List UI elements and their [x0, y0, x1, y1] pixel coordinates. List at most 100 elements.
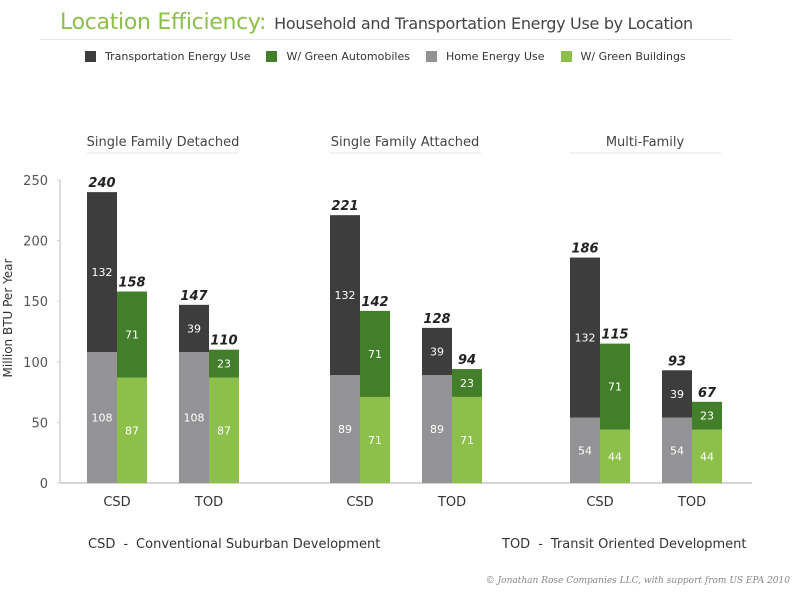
data-label-transportation: 132 — [575, 332, 596, 345]
legend-item-green-buildings: W/ Green Buildings — [560, 50, 686, 63]
legend-label: Home Energy Use — [445, 50, 545, 63]
data-label-green-buildings: 87 — [125, 424, 139, 437]
data-label-transportation: 39 — [670, 388, 684, 401]
x-tick-label: TOD — [677, 495, 706, 510]
data-label-home-energy: 89 — [338, 423, 352, 436]
x-tick-label: TOD — [437, 495, 466, 510]
legend-label: W/ Green Buildings — [580, 50, 686, 63]
x-tick-label: CSD — [346, 495, 373, 510]
data-label-green-automobiles: 71 — [368, 348, 382, 361]
data-label-home-energy: 54 — [578, 444, 592, 457]
data-label-total: 240 — [88, 176, 115, 191]
data-label-total: 147 — [180, 289, 208, 304]
data-label-green-total: 142 — [361, 295, 388, 310]
legend-label: W/ Green Automobiles — [286, 50, 410, 63]
data-label-total: 186 — [571, 242, 598, 257]
bar-segment-transportation — [662, 370, 692, 418]
data-label-total: 93 — [668, 354, 686, 369]
data-label-transportation: 132 — [92, 266, 113, 279]
legend-item-transportation: Transportation Energy Use — [85, 50, 250, 63]
data-label-green-total: 94 — [458, 353, 476, 368]
bar-segment-green-automobiles — [117, 291, 147, 378]
bar-segment-home-energy — [330, 375, 360, 483]
x-tick-label: CSD — [586, 495, 613, 510]
bar-segment-home-energy — [179, 352, 209, 483]
y-tick-label: 100 — [23, 356, 48, 371]
bar-segment-green-buildings — [692, 429, 722, 483]
x-tick-label: TOD — [194, 495, 223, 510]
y-tick-label: 150 — [23, 295, 48, 310]
bar-segment-green-automobiles — [209, 349, 239, 378]
data-label-green-buildings: 44 — [700, 450, 714, 463]
bar-segment-green-buildings — [452, 396, 482, 483]
data-label-home-energy: 108 — [184, 412, 205, 425]
footnote-csd: CSD - Conventional Suburban Development — [88, 537, 380, 552]
data-label-green-automobiles: 23 — [217, 358, 231, 371]
footnote-tod-text: Transit Oriented Development — [550, 537, 747, 552]
footnote-csd-text: Conventional Suburban Development — [136, 537, 381, 552]
bar-segment-transportation — [179, 304, 209, 353]
data-label-green-buildings: 71 — [368, 434, 382, 447]
x-tick-label: CSD — [103, 495, 130, 510]
bar-segment-transportation — [422, 327, 452, 376]
y-axis-label: Million BTU Per Year — [1, 258, 15, 377]
data-label-green-buildings: 44 — [608, 450, 622, 463]
bar-segment-transportation — [330, 215, 360, 376]
footnote-tod-abbr: TOD — [502, 537, 531, 552]
bar-segment-green-automobiles — [452, 369, 482, 397]
bar-segment-home-energy — [87, 352, 117, 483]
footnote-csd-dash: - — [123, 537, 129, 552]
bar-segment-green-automobiles — [692, 401, 722, 430]
bar-segment-transportation — [87, 192, 117, 353]
footnote-csd-abbr: CSD — [88, 537, 116, 552]
group-title: Single Family Attached — [331, 135, 480, 150]
data-label-green-buildings: 71 — [460, 434, 474, 447]
footnote-tod-dash: - — [538, 537, 543, 552]
legend-item-green-automobiles: W/ Green Automobiles — [266, 50, 410, 63]
bar-segment-transportation — [570, 257, 600, 418]
bar-segment-green-automobiles — [600, 343, 630, 430]
group-title: Multi-Family — [606, 135, 685, 150]
data-label-home-energy: 108 — [92, 412, 113, 425]
bar-segment-home-energy — [662, 417, 692, 483]
footnote-tod: TOD - Transit Oriented Development — [502, 537, 747, 552]
data-label-total: 221 — [331, 199, 358, 214]
bar-segment-green-buildings — [209, 377, 239, 483]
legend: Transportation Energy Use W/ Green Autom… — [85, 50, 702, 63]
bar-segment-green-automobiles — [360, 310, 390, 397]
data-label-green-buildings: 87 — [217, 424, 231, 437]
bar-segment-home-energy — [570, 417, 600, 483]
data-label-total: 128 — [423, 312, 450, 327]
y-tick-label: 200 — [23, 235, 48, 250]
data-label-transportation: 132 — [335, 289, 356, 302]
data-label-green-total: 158 — [118, 276, 145, 291]
data-label-home-energy: 54 — [670, 444, 684, 457]
y-tick-label: 0 — [40, 477, 48, 492]
data-label-green-automobiles: 23 — [460, 377, 474, 390]
legend-swatch-green-automobiles — [266, 51, 278, 62]
data-label-transportation: 39 — [187, 322, 201, 335]
data-label-green-total: 115 — [601, 328, 628, 343]
data-label-green-automobiles: 71 — [125, 329, 139, 342]
data-label-green-automobiles: 71 — [608, 381, 622, 394]
chart-title-main: Location Efficiency: — [60, 10, 267, 35]
data-label-green-automobiles: 23 — [700, 410, 714, 423]
title-divider — [40, 39, 732, 40]
legend-item-home-energy: Home Energy Use — [425, 50, 545, 63]
bar-segment-home-energy — [422, 375, 452, 483]
y-tick-label: 50 — [31, 416, 48, 431]
y-tick-label: 250 — [23, 174, 48, 189]
copyright-credit: © Jonathan Rose Companies LLC, with supp… — [485, 576, 790, 586]
group-title: Single Family Detached — [87, 135, 240, 150]
bar-segment-green-buildings — [117, 377, 147, 483]
chart-subtitle: Household and Transportation Energy Use … — [274, 14, 693, 33]
legend-label: Transportation Energy Use — [105, 50, 251, 63]
data-label-transportation: 39 — [430, 345, 444, 358]
data-label-green-total: 110 — [210, 334, 237, 349]
data-label-green-total: 67 — [698, 386, 717, 401]
legend-swatch-transportation — [85, 51, 96, 62]
bar-segment-green-buildings — [360, 396, 390, 483]
legend-swatch-home-energy — [425, 51, 437, 62]
data-label-home-energy: 89 — [430, 423, 444, 436]
